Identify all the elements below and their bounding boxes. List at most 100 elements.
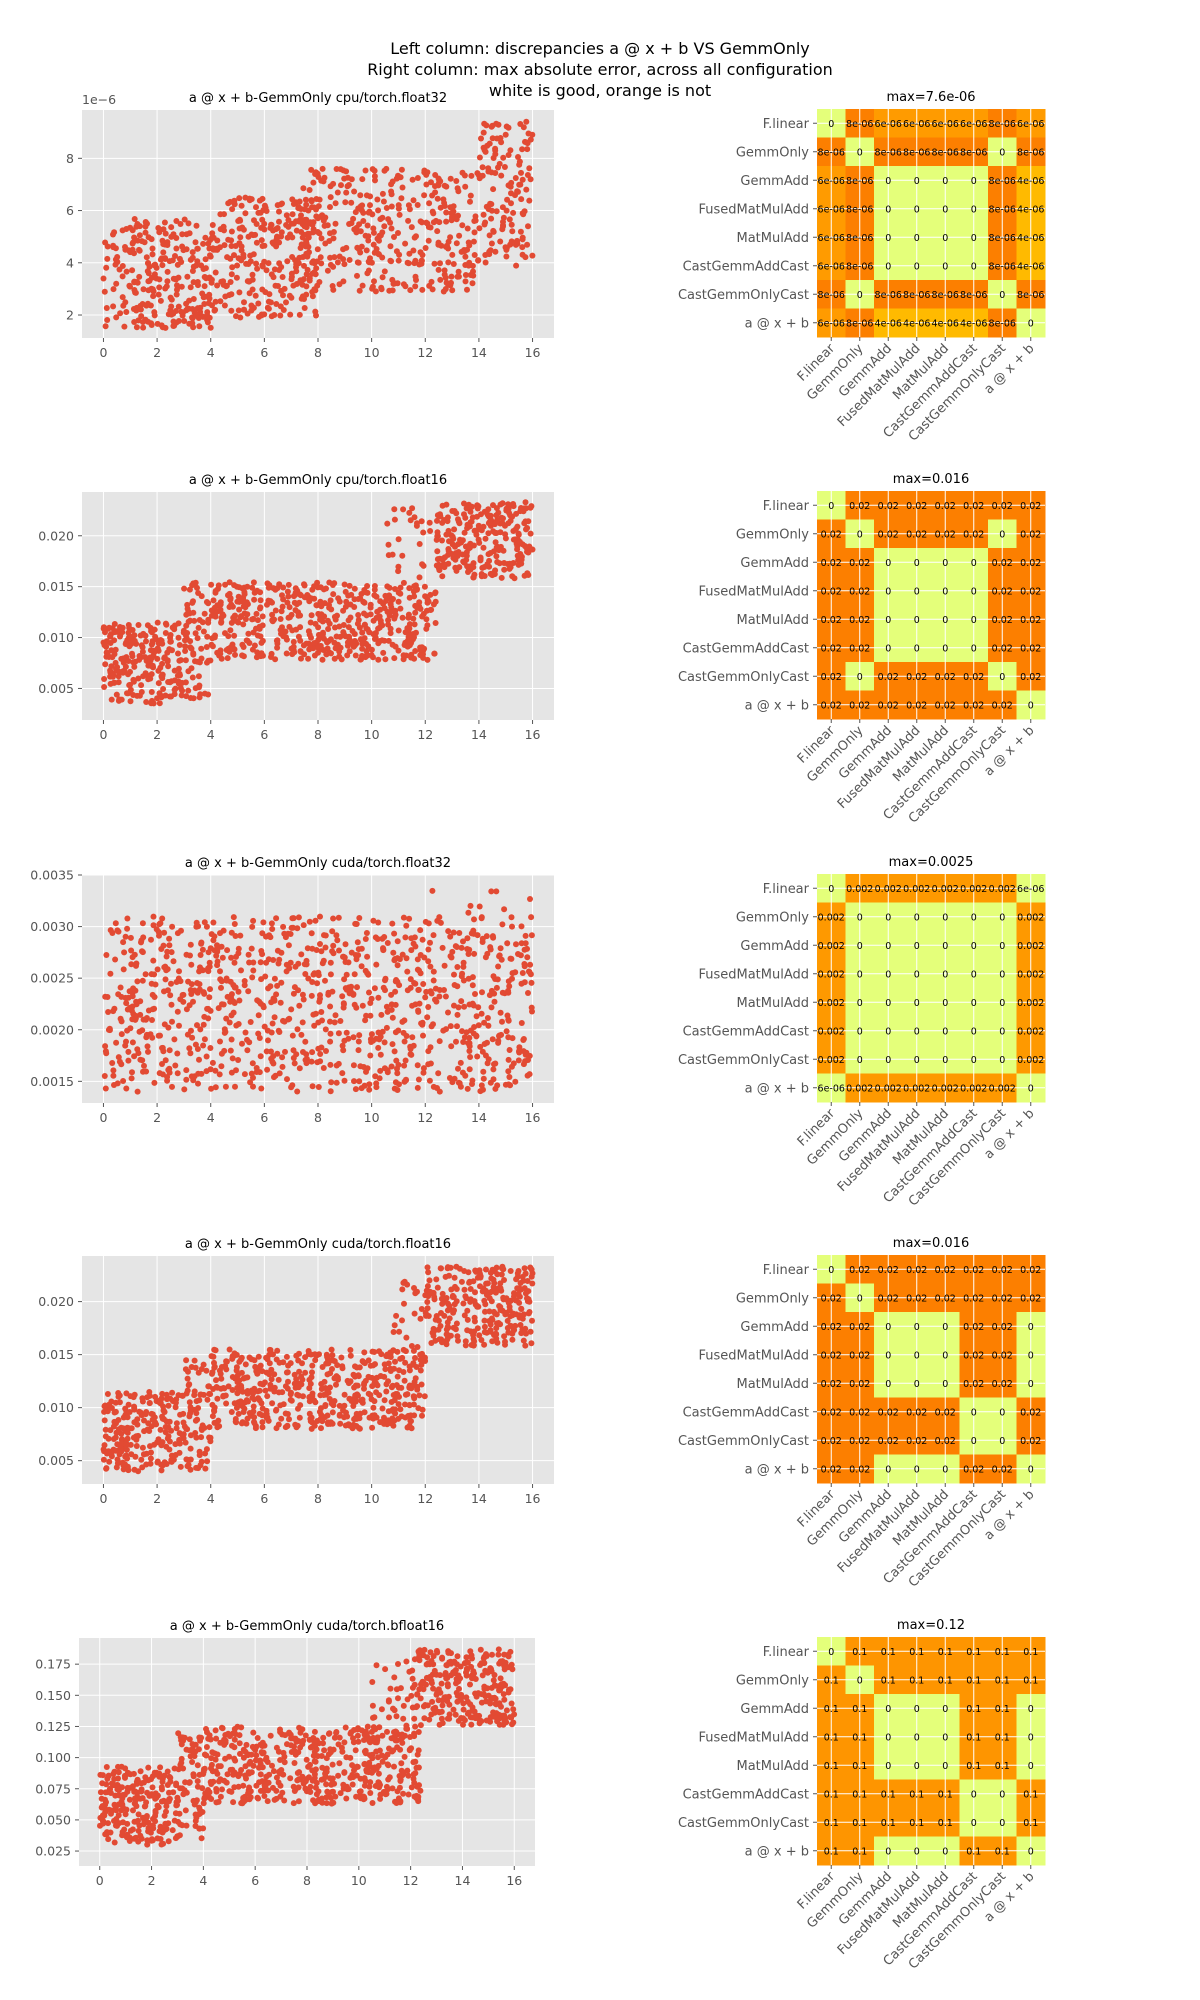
data-point xyxy=(130,1010,137,1017)
data-point xyxy=(444,514,451,521)
data-point xyxy=(351,188,358,195)
data-point xyxy=(520,1048,527,1055)
data-point xyxy=(177,685,184,691)
data-point xyxy=(410,588,417,595)
data-point xyxy=(450,1294,457,1300)
data-point xyxy=(388,203,395,210)
data-point xyxy=(224,254,231,261)
data-point xyxy=(528,1340,535,1347)
data-point xyxy=(222,1083,229,1090)
data-point xyxy=(431,650,438,657)
data-point xyxy=(333,166,340,172)
data-point xyxy=(445,547,452,554)
data-point xyxy=(312,917,319,924)
data-point xyxy=(125,1057,132,1064)
data-point xyxy=(170,318,177,325)
data-point xyxy=(359,176,366,183)
data-point xyxy=(141,1803,148,1810)
data-point xyxy=(197,952,204,958)
data-point xyxy=(328,1346,335,1353)
data-point xyxy=(280,584,287,591)
data-point xyxy=(145,1048,151,1055)
data-point xyxy=(223,977,230,984)
data-point xyxy=(293,626,300,633)
data-point xyxy=(421,583,428,590)
data-point xyxy=(300,1049,306,1055)
data-point xyxy=(194,584,200,591)
data-point xyxy=(480,1068,487,1075)
data-point xyxy=(288,1006,295,1013)
data-point xyxy=(191,1392,198,1399)
data-point xyxy=(322,977,328,984)
data-point xyxy=(390,596,396,602)
data-point xyxy=(163,1825,170,1832)
data-point xyxy=(341,1077,348,1084)
data-point xyxy=(352,952,359,958)
data-point xyxy=(493,984,500,991)
data-point xyxy=(190,651,197,658)
data-point xyxy=(212,613,219,620)
data-point xyxy=(138,313,145,320)
data-point xyxy=(269,1020,276,1027)
data-point xyxy=(183,231,190,238)
data-point xyxy=(462,183,469,190)
data-point xyxy=(157,297,164,304)
data-point xyxy=(269,611,276,618)
data-point xyxy=(238,1420,245,1427)
data-point xyxy=(461,511,467,518)
data-point xyxy=(414,604,421,611)
data-point xyxy=(481,1019,488,1026)
data-point xyxy=(252,231,259,238)
data-point xyxy=(478,135,484,142)
y-tick-label: 6 xyxy=(66,203,74,218)
data-point xyxy=(317,941,323,947)
data-point xyxy=(402,1391,409,1398)
data-point xyxy=(141,1062,147,1069)
data-point xyxy=(368,652,375,659)
data-point xyxy=(303,1060,310,1067)
data-point xyxy=(336,623,343,630)
data-point xyxy=(139,648,146,655)
data-point xyxy=(493,505,500,512)
data-point xyxy=(179,231,186,238)
data-point xyxy=(347,1352,354,1359)
data-point xyxy=(424,1014,431,1021)
data-point xyxy=(323,1781,330,1788)
data-point xyxy=(244,1047,251,1054)
data-point xyxy=(481,1297,488,1304)
data-point xyxy=(333,1079,340,1086)
data-point xyxy=(166,1446,173,1453)
data-point xyxy=(104,255,111,262)
data-point xyxy=(273,226,279,233)
data-point xyxy=(160,241,167,248)
data-point xyxy=(131,637,138,644)
data-point xyxy=(521,1265,528,1272)
data-point xyxy=(189,315,196,322)
data-point xyxy=(166,1773,173,1780)
data-point xyxy=(371,636,378,642)
data-point xyxy=(203,1367,210,1374)
data-point xyxy=(484,1280,491,1287)
data-point xyxy=(430,210,437,217)
data-point xyxy=(382,592,389,599)
data-point xyxy=(258,976,265,983)
data-point xyxy=(296,599,303,606)
data-point xyxy=(249,1060,256,1067)
data-point xyxy=(105,1836,112,1843)
data-point xyxy=(363,192,370,199)
data-point xyxy=(518,196,525,203)
data-point xyxy=(296,1350,302,1357)
data-point xyxy=(471,218,478,224)
data-point xyxy=(231,632,238,639)
data-point xyxy=(287,311,294,318)
data-point xyxy=(335,1772,342,1779)
data-point xyxy=(439,944,446,951)
data-point xyxy=(207,1438,214,1445)
data-point xyxy=(285,942,292,949)
data-point xyxy=(348,220,355,227)
data-point xyxy=(187,617,194,624)
data-point xyxy=(430,932,437,939)
data-point xyxy=(419,286,426,293)
data-point xyxy=(400,1346,407,1353)
data-point xyxy=(351,971,358,978)
